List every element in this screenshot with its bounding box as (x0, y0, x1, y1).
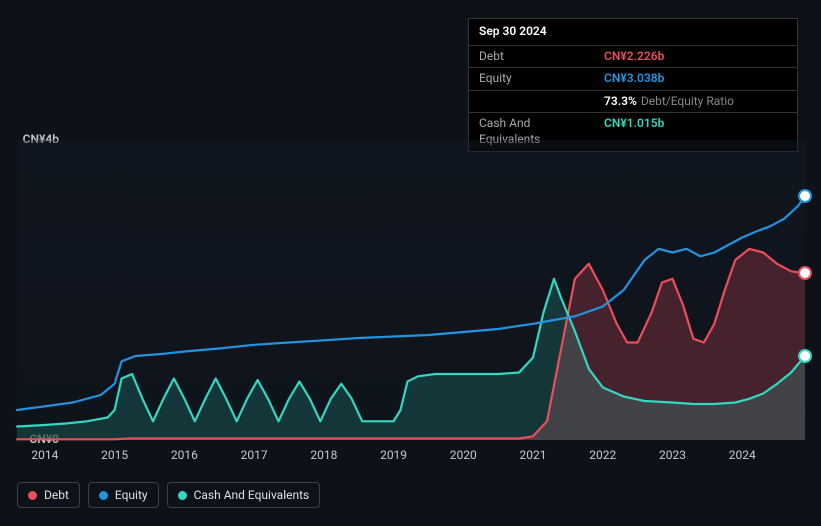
x-axis-label: 2024 (729, 448, 756, 462)
tooltip-row: 73.3%Debt/Equity Ratio (469, 91, 797, 114)
x-axis-label: 2015 (101, 448, 128, 462)
tooltip-label (469, 91, 594, 113)
legend-item-equity[interactable]: Equity (88, 482, 159, 508)
tooltip-value: CN¥2.226b (594, 46, 674, 68)
tooltip-row: DebtCN¥2.226b (469, 46, 797, 69)
chart-plot-area[interactable] (17, 140, 805, 440)
x-axis-label: 2022 (589, 448, 616, 462)
legend-dot-icon (28, 491, 37, 500)
legend-label: Debt (44, 488, 69, 502)
legend-item-debt[interactable]: Debt (17, 482, 80, 508)
x-axis-label: 2017 (241, 448, 268, 462)
series-end-marker (800, 268, 810, 278)
x-axis-label: 2018 (310, 448, 337, 462)
tooltip-value: CN¥3.038b (594, 68, 674, 90)
legend-label: Cash And Equivalents (194, 488, 310, 502)
legend-item-cash[interactable]: Cash And Equivalents (167, 482, 321, 508)
tooltip-suffix: Debt/Equity Ratio (641, 94, 734, 108)
x-axis-label: 2019 (380, 448, 407, 462)
x-axis-label: 2020 (450, 448, 477, 462)
tooltip-label: Equity (469, 68, 594, 90)
tooltip-value: 73.3%Debt/Equity Ratio (594, 91, 744, 113)
legend-dot-icon (178, 491, 187, 500)
tooltip-label: Debt (469, 46, 594, 68)
x-axis-label: 2014 (31, 448, 58, 462)
chart-tooltip: Sep 30 2024 DebtCN¥2.226bEquityCN¥3.038b… (468, 18, 798, 152)
series-end-marker (800, 191, 810, 201)
x-axis-label: 2023 (659, 448, 686, 462)
legend-label: Equity (115, 488, 148, 502)
tooltip-row: EquityCN¥3.038b (469, 68, 797, 91)
legend-dot-icon (99, 491, 108, 500)
chart-legend: Debt Equity Cash And Equivalents (17, 482, 320, 508)
chart-svg (17, 140, 805, 440)
tooltip-date: Sep 30 2024 (469, 19, 797, 46)
x-axis-label: 2016 (171, 448, 198, 462)
chart-container: Sep 30 2024 DebtCN¥2.226bEquityCN¥3.038b… (0, 0, 821, 526)
series-end-marker (800, 351, 810, 361)
x-axis-label: 2021 (520, 448, 547, 462)
